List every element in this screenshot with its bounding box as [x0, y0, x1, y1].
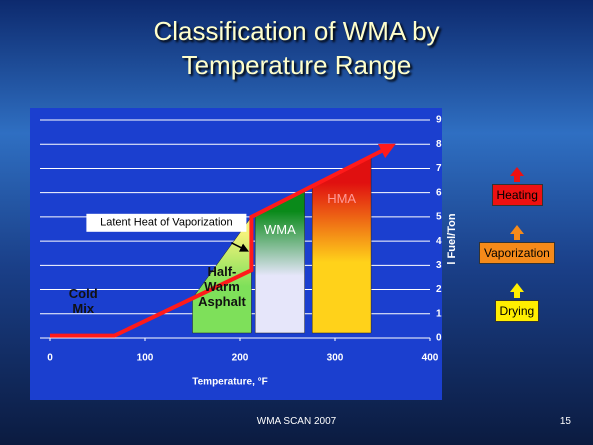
region-label: HMA	[312, 191, 371, 206]
stage-arrow	[510, 167, 524, 182]
region-label: WMA	[252, 222, 308, 237]
annotation: Latent Heat of Vaporization	[100, 217, 233, 229]
y-tick-label: 7	[436, 163, 442, 174]
stage-label: Heating	[492, 184, 543, 206]
y-tick-label: 2	[436, 284, 442, 295]
y-tick-label: 6	[436, 187, 442, 198]
y-tick-label: 5	[436, 212, 442, 223]
x-axis-label: Temperature, °F	[192, 377, 268, 388]
x-tick-label: 0	[47, 353, 53, 364]
x-tick-label: 100	[137, 353, 154, 364]
stage-label: Vaporization	[479, 242, 555, 264]
region-label: Half-Warm Asphalt	[193, 264, 252, 309]
y-tick-label: 8	[436, 139, 442, 150]
page-number: 15	[560, 416, 571, 427]
y-tick-label: 3	[436, 260, 442, 271]
stage-arrow	[510, 283, 524, 298]
y-tick-label: 4	[436, 236, 442, 247]
slide: 0 1 2 3 4 5 6 7 8 9 0 100 200 300 400 Temperature, °F l …	[0, 0, 593, 445]
x-tick-label: 300	[327, 353, 344, 364]
x-tick-label: 200	[232, 353, 249, 364]
y-axis-label: l Fuel/Ton	[446, 213, 458, 264]
y-tick-label: 9	[436, 115, 442, 126]
slide-title: Classification of WMA by Temperature Ran…	[80, 14, 513, 82]
region-label: Cold Mix	[58, 286, 108, 316]
y-tick-label: 1	[436, 308, 442, 319]
x-tick-label: 400	[422, 353, 439, 364]
stage-label: Drying	[495, 300, 540, 322]
y-tick-label: 0	[436, 333, 442, 344]
footer: WMA SCAN 2007	[0, 416, 593, 427]
stage-arrow	[510, 225, 524, 240]
